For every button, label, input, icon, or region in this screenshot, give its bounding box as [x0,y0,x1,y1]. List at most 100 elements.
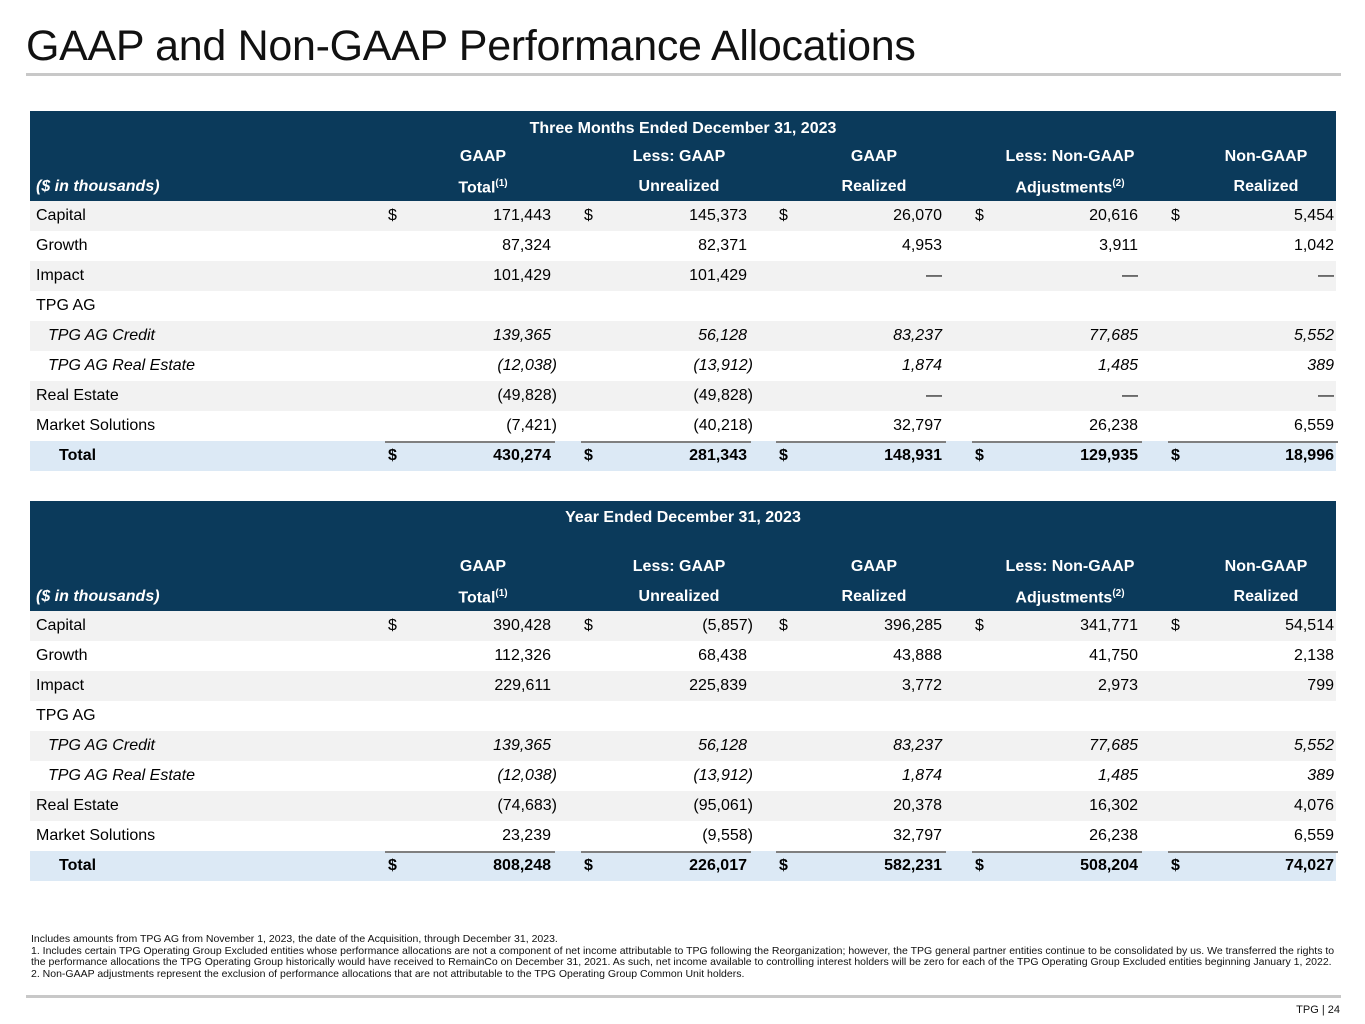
table-caption: Year Ended December 31, 2023 [565,509,801,526]
table-row: Impact 229,611 225,839 3,772 2,973 799 [30,671,1336,701]
value: 148,931 [884,447,942,464]
row-label: Market Solutions [36,827,156,844]
table-caption: Three Months Ended December 31, 2023 [529,120,837,137]
value: (9,558) [702,827,753,844]
value-cell: 4,953 [776,231,946,261]
value-cell: 32,797 [776,411,946,441]
value-cell: 799 [1168,671,1338,701]
value-cell: 41,750 [972,641,1142,671]
row-label: Market Solutions [36,417,156,434]
value-cell [972,291,1142,321]
row-label: TPG AG Real Estate [48,767,196,784]
value-cell: $171,443 [385,201,555,231]
value: 2,138 [1293,647,1334,664]
value: 26,238 [1089,417,1138,434]
value: 582,231 [884,857,942,874]
value-cell: $129,935 [972,441,1142,471]
value-cell: $20,616 [972,201,1142,231]
column-header-text: Unrealized [638,178,720,195]
row-label: Capital [36,617,86,634]
dollar-sign: $ [779,857,788,874]
column-header-line1: GAAP [850,558,898,575]
value-cell: 1,485 [972,351,1142,381]
value-cell: $145,373 [581,201,751,231]
table-row: Growth 87,324 82,371 4,953 3,911 1,042 [30,231,1336,261]
value: 43,888 [893,647,942,664]
value-cell: 26,238 [972,411,1142,441]
dollar-sign: $ [1171,617,1180,634]
value: 808,248 [493,857,551,874]
unit-label: ($ in thousands) [36,588,160,605]
value: 83,237 [893,737,942,754]
row-label: Real Estate [36,387,119,404]
column-header-line2: Realized [1168,588,1364,606]
value-cell: $341,771 [972,611,1142,641]
value-cell: — [1168,381,1338,411]
value: 226,017 [689,857,747,874]
value: (13,912) [693,767,753,784]
value: (12,038) [497,767,557,784]
value-cell: $508,204 [972,851,1142,881]
value-cell: 20,378 [776,791,946,821]
value-cell: 32,797 [776,821,946,851]
value-cell: 1,042 [1168,231,1338,261]
dollar-sign: $ [975,617,984,634]
value-cell: 139,365 [385,321,555,351]
value-cell: 2,138 [1168,641,1338,671]
value: 101,429 [493,267,551,284]
value-cell: 1,874 [776,351,946,381]
value-cell [1168,291,1338,321]
value: 41,750 [1089,647,1138,664]
value-cell: (49,828) [385,381,557,411]
value-cell: 1,485 [972,761,1142,791]
row-label: TPG AG [36,297,96,314]
table-row: Impact 101,429 101,429 — — — [30,261,1336,291]
dollar-sign: $ [584,447,593,464]
value-cell: (49,828) [581,381,753,411]
value: 4,076 [1293,797,1334,814]
value: 20,616 [1089,207,1138,224]
value: 18,996 [1285,447,1334,464]
value: — [1122,267,1138,284]
table-row: Real Estate (49,828) (49,828) — — — [30,381,1336,411]
value-cell: 5,552 [1168,731,1338,761]
value: 341,771 [1080,617,1138,634]
value-cell: $5,454 [1168,201,1338,231]
column-header-text: Realized [841,588,907,605]
value: 23,239 [502,827,551,844]
value: 32,797 [893,827,942,844]
value-cell [972,701,1142,731]
value: 225,839 [689,677,747,694]
value-cell: $148,931 [776,441,946,471]
value: 26,070 [893,207,942,224]
value-cell: (40,218) [581,411,753,441]
footnote-marker: (2) [1112,178,1125,189]
column-header-line1: Less: Non-GAAP [1005,148,1135,165]
value-cell [581,291,751,321]
value-cell: $396,285 [776,611,946,641]
value-cell: 56,128 [581,731,751,761]
table-row: Market Solutions 23,239 (9,558) 32,797 26,23… [30,821,1336,851]
value: (40,218) [693,417,753,434]
value-cell: (9,558) [581,821,753,851]
value: (74,683) [497,797,557,814]
value: (13,912) [693,357,753,374]
row-label: Impact [36,677,85,694]
value-cell: — [972,381,1142,411]
value-cell: 1,874 [776,761,946,791]
value: 54,514 [1285,617,1334,634]
value-cell: 82,371 [581,231,751,261]
dollar-sign: $ [779,207,788,224]
column-header-line2: Unrealized [581,588,777,606]
column-header-line1: Non-GAAP [1224,148,1308,165]
value: 145,373 [689,207,747,224]
column-header-line2: Total(1) [385,588,581,607]
footnote-intro: Includes amounts from TPG AG from Novemb… [31,933,558,945]
column-header-text: Total [458,179,496,197]
column-header-line1: Less: GAAP [632,148,726,165]
table-header: Three Months Ended December 31, 2023 ($ i… [30,111,1336,201]
value-cell: $54,514 [1168,611,1338,641]
value: (95,061) [693,797,753,814]
table-row: TPG AG [30,701,1336,731]
row-label: TPG AG [36,707,96,724]
